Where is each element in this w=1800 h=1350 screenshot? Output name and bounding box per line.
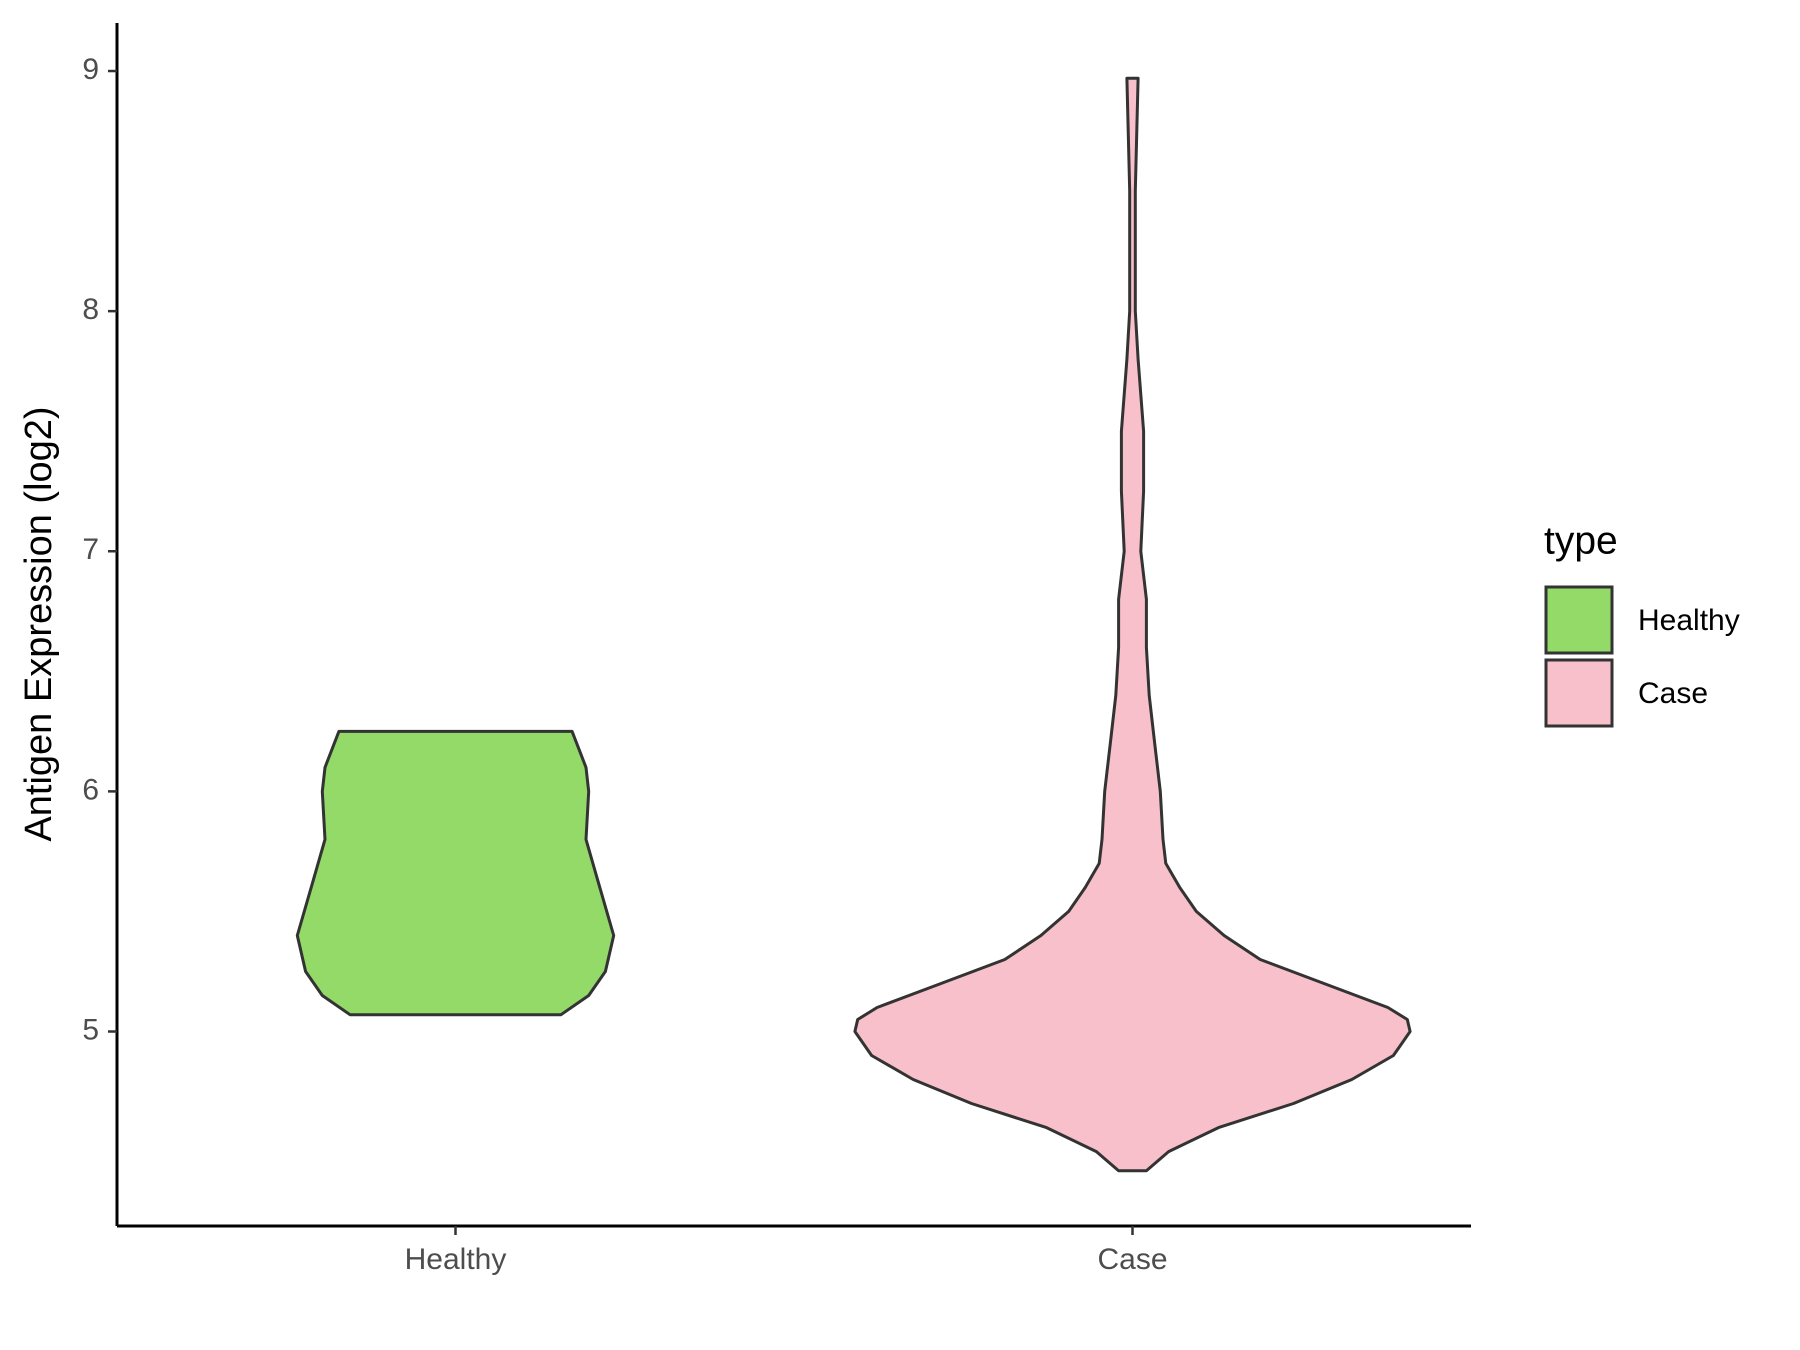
- legend-label: Case: [1638, 677, 1708, 710]
- y-tick-label: 8: [82, 293, 99, 326]
- violin: [853, 76, 1412, 1173]
- y-tick-label: 5: [82, 1013, 99, 1046]
- y-tick-label: 6: [82, 773, 99, 806]
- legend-key: [1544, 658, 1614, 728]
- y-axis-title: Antigen Expression (log2): [18, 406, 60, 841]
- legend-title: type: [1544, 519, 1618, 562]
- legend-key: [1544, 585, 1614, 655]
- x-tick-label: Case: [1097, 1243, 1167, 1276]
- violin: [295, 729, 616, 1017]
- y-tick-label: 7: [82, 533, 99, 566]
- y-tick-label: 9: [82, 53, 99, 86]
- x-tick-label: Healthy: [405, 1243, 507, 1276]
- legend-label: Healthy: [1638, 604, 1740, 637]
